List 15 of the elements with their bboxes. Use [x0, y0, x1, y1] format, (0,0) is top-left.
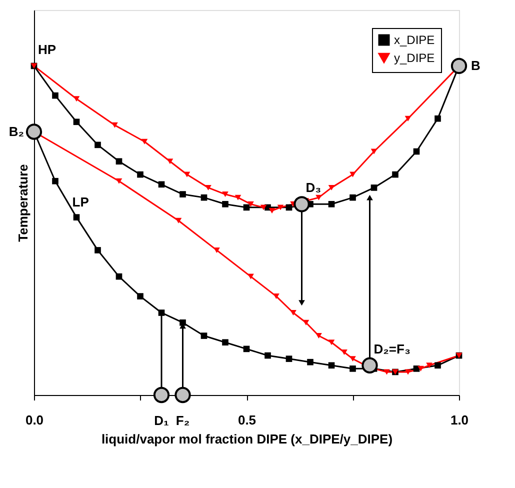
x-tick-label: 1.0	[450, 412, 469, 428]
x-tick-label: 0.0	[25, 412, 44, 428]
annotation: B₂	[8, 124, 24, 139]
x-tick-label: 0.5	[238, 412, 256, 428]
x-axis-title: liquid/vapor mol fraction DIPE (x_DIPE/y_DIPE)	[101, 432, 393, 446]
annotation: D₂=F₃	[374, 341, 410, 356]
annotation: D₃	[306, 180, 322, 196]
annotation: F₂	[176, 413, 190, 428]
annotation: B	[471, 58, 480, 73]
annotation: D₁	[154, 413, 169, 428]
annotation: HP	[38, 42, 56, 57]
annotation: LP	[72, 194, 90, 210]
legend-label: y_DIPE	[394, 51, 435, 65]
y-axis-title: Temperature	[16, 164, 30, 242]
legend-label: x_DIPE	[394, 33, 435, 47]
